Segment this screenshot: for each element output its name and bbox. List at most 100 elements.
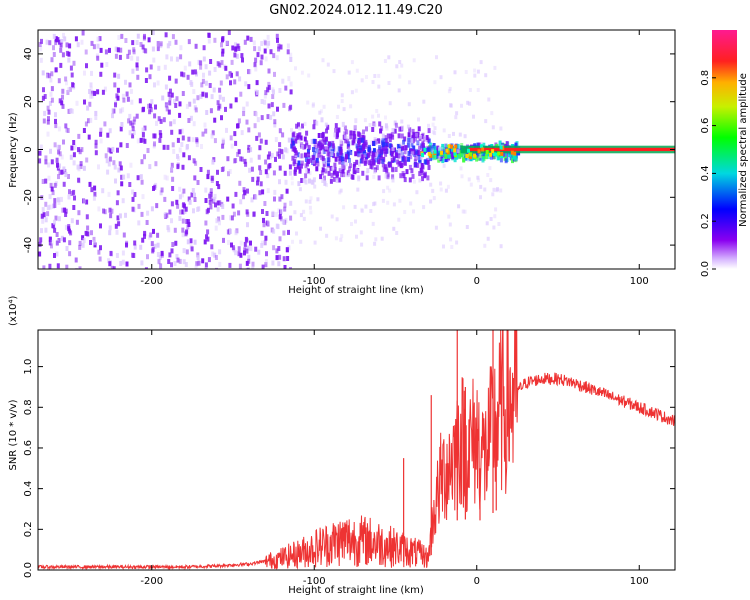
heatmap-cell xyxy=(185,249,189,255)
heatmap-cell xyxy=(277,43,281,49)
heatmap-cell xyxy=(252,212,256,218)
heatmap-cell xyxy=(89,86,93,92)
heatmap-cell xyxy=(293,146,296,152)
heatmap-cell xyxy=(402,139,405,145)
heatmap-cell xyxy=(108,47,111,53)
colorbar-tick-label: 0.6 xyxy=(700,118,711,134)
heatmap-cell xyxy=(122,232,126,238)
heatmap-cell xyxy=(372,174,376,179)
heatmap-cell xyxy=(419,155,423,160)
heatmap-cell xyxy=(500,151,504,156)
heatmap-cell xyxy=(344,138,348,144)
heatmap-cell xyxy=(359,145,363,151)
heatmap-cell xyxy=(398,126,402,132)
heatmap-cell xyxy=(266,165,270,171)
heatmap-cell xyxy=(294,138,298,144)
heatmap-cell xyxy=(207,38,211,44)
snr-plot-area xyxy=(38,330,675,570)
heatmap-cell xyxy=(256,90,259,95)
heatmap-cell xyxy=(86,105,90,111)
heatmap-cell xyxy=(107,258,111,264)
heatmap-cell xyxy=(469,152,473,157)
heatmap-cell xyxy=(148,103,152,109)
heatmap-cell xyxy=(67,194,71,200)
heatmap-cell xyxy=(321,158,325,164)
y-tick-label: 0.6 xyxy=(23,440,34,456)
heatmap-cell xyxy=(327,170,331,176)
heatmap-cell xyxy=(131,206,135,212)
heatmap-cell xyxy=(47,162,51,168)
heatmap-cell xyxy=(403,210,407,214)
heatmap-cell xyxy=(207,257,211,263)
heatmap-cell xyxy=(298,153,302,159)
heatmap-cell xyxy=(302,178,306,183)
heatmap-cell xyxy=(230,72,233,78)
heatmap-cell xyxy=(218,220,221,226)
heatmap-cell xyxy=(99,138,103,144)
heatmap-cell xyxy=(170,248,174,254)
heatmap-cell xyxy=(445,148,449,153)
heatmap-cell xyxy=(266,43,270,49)
heatmap-cell xyxy=(119,126,123,132)
heatmap-cell xyxy=(324,145,328,150)
heatmap-cell xyxy=(74,36,78,42)
heatmap-cell xyxy=(249,147,253,153)
heatmap-cell xyxy=(170,201,174,207)
heatmap-cell xyxy=(346,170,350,176)
heatmap-cell xyxy=(140,179,144,185)
heatmap-cell xyxy=(377,139,381,144)
heatmap-cell xyxy=(390,152,394,158)
heatmap-cell xyxy=(195,138,199,144)
heatmap-cell xyxy=(70,72,74,78)
heatmap-cell xyxy=(72,60,76,66)
heatmap-cell xyxy=(329,148,333,154)
heatmap-cell xyxy=(464,70,468,74)
heatmap-cell xyxy=(139,244,143,250)
heatmap-cell xyxy=(422,99,426,104)
heatmap-cell xyxy=(145,67,149,73)
heatmap-cell xyxy=(245,119,249,125)
y-tick-label: 20 xyxy=(23,95,34,108)
heatmap-cell xyxy=(459,152,463,158)
heatmap-cell xyxy=(439,181,443,186)
heatmap-cell xyxy=(356,168,360,173)
heatmap-cell xyxy=(279,44,283,50)
heatmap-cell xyxy=(237,246,241,252)
heatmap-cell xyxy=(139,42,143,47)
heatmap-cell xyxy=(381,133,385,139)
heatmap-cell xyxy=(384,148,388,154)
heatmap-cell xyxy=(121,107,125,113)
heatmap-cell xyxy=(372,154,376,160)
heatmap-cell xyxy=(323,175,326,181)
heatmap-cell xyxy=(510,150,514,155)
heatmap-cell xyxy=(300,178,304,183)
heatmap-cell xyxy=(208,193,212,199)
heatmap-cell xyxy=(258,165,262,171)
snr-frame xyxy=(37,329,676,571)
heatmap-cell xyxy=(247,144,251,150)
heatmap-cell xyxy=(156,80,160,86)
heatmap-cell xyxy=(74,257,78,263)
heatmap-cell xyxy=(259,60,263,66)
heatmap-cell xyxy=(187,196,191,202)
heatmap-cell xyxy=(67,87,71,93)
heatmap-cell xyxy=(205,209,209,215)
heatmap-cell xyxy=(190,246,194,252)
heatmap-cell xyxy=(318,110,322,115)
heatmap-cell xyxy=(483,187,487,192)
heatmap-cell xyxy=(171,242,175,247)
heatmap-cell xyxy=(45,73,49,79)
heatmap-cell xyxy=(208,199,212,205)
heatmap-cell xyxy=(353,204,357,209)
heatmap-cell xyxy=(196,207,199,212)
heatmap-cell xyxy=(61,207,65,213)
heatmap-cell xyxy=(269,49,273,55)
heatmap-cell xyxy=(278,153,281,159)
heatmap-cell xyxy=(266,87,270,93)
heatmap-cell xyxy=(126,96,130,102)
heatmap-cell xyxy=(163,196,167,202)
heatmap-cell xyxy=(359,230,363,235)
heatmap-cell xyxy=(180,128,184,134)
heatmap-cell xyxy=(293,159,297,165)
heatmap-cell xyxy=(113,72,117,78)
